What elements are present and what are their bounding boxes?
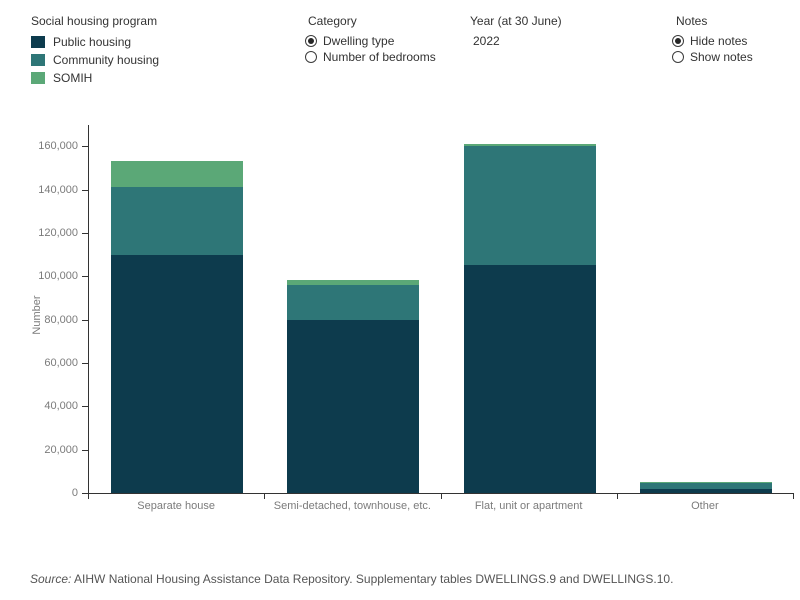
radio-category-dwelling-type[interactable]: Dwelling type [305,33,436,49]
y-tick-label: 0 [71,487,78,499]
bar-segment-semi-detached-townhouse-etc-somih[interactable] [287,279,420,285]
y-tick-label: 100,000 [38,270,78,283]
y-tick-mark [82,276,88,278]
bar-segment-flat-unit-or-apartment-community-housing[interactable] [463,146,596,266]
radio-label: Hide notes [690,34,748,48]
x-tick-mark [616,494,618,499]
legend-item-somih[interactable]: SOMIH [31,69,159,87]
bar-segment-semi-detached-townhouse-etc-community-housing[interactable] [287,284,420,320]
notes-control: Notes Hide notes Show notes [672,14,753,65]
legend-items: Public housing Community housing SOMIH [31,33,159,87]
notes-title: Notes [676,14,708,28]
radio-label: Number of bedrooms [323,50,436,64]
bar-segment-other-community-housing[interactable] [639,483,772,489]
legend-item-label: SOMIH [53,71,93,85]
bar-segment-semi-detached-townhouse-etc-public-housing[interactable] [287,319,420,493]
radio-button-icon[interactable] [305,51,317,63]
x-tick-mark [440,494,442,499]
bar-segment-separate-house-somih[interactable] [111,161,244,188]
legend-swatch-icon [31,72,45,84]
year-control: Year (at 30 June) 2022 [470,14,562,48]
radio-notes-hide-notes[interactable]: Hide notes [672,33,753,49]
source-prefix: Source: [30,572,72,586]
x-category-label: Separate house [137,500,215,512]
legend-social-housing-program: Social housing program Public housing Com… [31,14,159,87]
radio-button-icon[interactable] [672,51,684,63]
bar-segment-other-public-housing[interactable] [639,488,772,493]
category-title: Category [308,14,357,28]
y-tick-label: 20,000 [44,443,78,456]
radio-label: Dwelling type [323,34,395,48]
y-tick-mark [82,232,88,234]
y-tick-label: 80,000 [44,313,78,326]
y-tick-mark [82,146,88,148]
x-tick-mark [88,494,89,499]
legend-title: Social housing program [31,14,158,28]
source-text: AIHW National Housing Assistance Data Re… [71,572,674,586]
year-title: Year (at 30 June) [470,14,562,28]
y-tick-mark [82,189,88,191]
x-category-label: Semi-detached, townhouse, etc. [273,500,431,512]
bar-segment-separate-house-community-housing[interactable] [111,187,244,255]
y-tick-label: 40,000 [44,400,78,413]
legend-item-community-housing[interactable]: Community housing [31,51,159,69]
legend-swatch-icon [31,36,45,48]
y-tick-label: 160,000 [38,140,78,153]
y-tick-mark [82,449,88,451]
bar-segment-separate-house-public-housing[interactable] [111,254,244,493]
source-note: Source: AIHW National Housing Assistance… [30,572,673,586]
radio-label: Show notes [690,50,753,64]
x-tick-mark [264,494,266,499]
y-tick-label: 140,000 [38,183,78,196]
legend-item-label: Community housing [53,53,160,67]
legend-item-public-housing[interactable]: Public housing [31,33,159,51]
bar-segment-flat-unit-or-apartment-somih[interactable] [463,144,596,147]
bar-segment-other-somih[interactable] [639,482,772,484]
year-value[interactable]: 2022 [473,34,500,48]
radio-notes-show-notes[interactable]: Show notes [672,49,753,65]
radio-button-icon[interactable] [305,35,317,47]
y-tick-mark [82,406,88,408]
category-control: Category Dwelling type Number of bedrooms [305,14,436,65]
y-tick-label: 60,000 [44,356,78,369]
y-tick-mark [82,493,88,494]
legend-swatch-icon [31,54,45,66]
y-tick-mark [82,319,88,321]
notes-options: Hide notes Show notes [672,33,753,65]
plot-area [88,125,794,494]
radio-button-icon[interactable] [672,35,684,47]
x-category-label: Flat, unit or apartment [474,500,583,512]
y-tick-mark [82,362,88,364]
x-category-label: Other [691,500,719,512]
x-tick-mark [793,494,794,499]
legend-item-label: Public housing [53,35,132,49]
y-tick-label: 120,000 [38,226,78,239]
category-options: Dwelling type Number of bedrooms [305,33,436,65]
bar-segment-flat-unit-or-apartment-public-housing[interactable] [463,265,596,493]
radio-category-number-of-bedrooms[interactable]: Number of bedrooms [305,49,436,65]
